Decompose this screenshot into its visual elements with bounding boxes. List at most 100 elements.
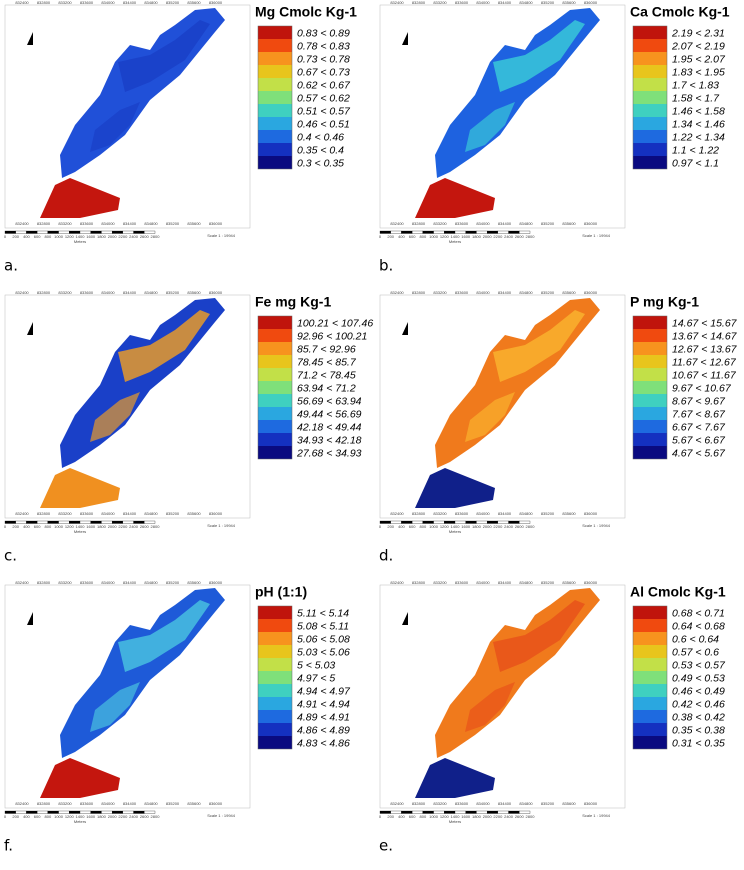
legend-label: 0.78 < 0.83 <box>297 40 350 52</box>
legend-label: 92.96 < 100.21 <box>297 330 367 342</box>
map-frame <box>379 584 626 809</box>
legend-swatch <box>633 342 667 355</box>
coord-label: 834800 <box>144 801 158 806</box>
scale-label: 2200 <box>118 814 128 819</box>
legend-label: 0.73 < 0.78 <box>297 53 350 65</box>
legend-label: 0.6 < 0.64 <box>672 633 719 645</box>
legend-swatch <box>633 143 667 156</box>
coord-label: 832400 <box>390 580 404 585</box>
scale-label: 800 <box>420 524 427 529</box>
legend-swatch <box>633 658 667 671</box>
scale-label: 200 <box>387 524 394 529</box>
legend-box <box>632 25 668 170</box>
scale-segment <box>144 810 156 814</box>
coord-label: 833600 <box>455 801 469 806</box>
field-patch <box>90 392 140 442</box>
scale-label: 1200 <box>65 524 75 529</box>
scale-label: 1800 <box>472 234 482 239</box>
legend-swatch <box>633 26 667 39</box>
coord-label: 834400 <box>123 511 137 516</box>
legend-swatch <box>258 671 292 684</box>
legend-title: Mg Cmolc Kg-1 <box>255 4 357 20</box>
coord-label: 833200 <box>58 801 72 806</box>
coord-label: 835600 <box>562 221 576 226</box>
scale-label: 400 <box>23 814 30 819</box>
legend-label: 5.06 < 5.08 <box>297 633 350 645</box>
legend-label: 5 < 5.03 <box>297 659 335 671</box>
legend-label: 1.34 < 1.46 <box>672 118 725 130</box>
legend-label: 1.1 < 1.22 <box>672 144 719 156</box>
coord-label: 836000 <box>209 290 223 295</box>
scale-label: 0 <box>379 524 382 529</box>
legend-swatch <box>258 91 292 104</box>
scale-label: 2000 <box>483 524 493 529</box>
field-south <box>415 758 495 798</box>
coord-label: 835600 <box>187 511 201 516</box>
scale-label: 2400 <box>504 814 514 819</box>
scale-label: 400 <box>398 814 405 819</box>
map-frame <box>4 584 251 809</box>
scale-label: 1600 <box>86 814 96 819</box>
scale-label: 0 <box>379 234 382 239</box>
coord-label: 834400 <box>498 580 512 585</box>
legend-swatch <box>633 710 667 723</box>
legend-label: 0.4 < 0.46 <box>297 131 344 143</box>
legend-swatch <box>258 65 292 78</box>
field-patch <box>90 682 140 732</box>
coord-label: 836000 <box>209 221 223 226</box>
panel-letter: f. <box>4 837 13 855</box>
legend-swatch <box>633 697 667 710</box>
legend-swatch <box>258 52 292 65</box>
panel-letter: a. <box>4 257 18 275</box>
scale-label: 1000 <box>54 234 64 239</box>
scale-label: 400 <box>23 234 30 239</box>
legend-label: 0.68 < 0.71 <box>672 607 725 619</box>
scale-segment <box>144 230 156 234</box>
legend-label: 2.19 < 2.31 <box>671 27 725 39</box>
legend-swatch <box>258 26 292 39</box>
panel-letter: b. <box>379 257 393 275</box>
coord-label: 835200 <box>166 801 180 806</box>
legend-swatch <box>258 684 292 697</box>
scale-segment <box>519 520 531 524</box>
legend-label: 1.58 < 1.7 <box>672 92 720 104</box>
coord-label: 833600 <box>80 221 94 226</box>
legend-label: 0.38 < 0.42 <box>672 711 725 723</box>
legend-swatch <box>258 407 292 420</box>
map-frame <box>4 294 251 519</box>
coord-label: 834000 <box>101 801 115 806</box>
legend-label: 78.45 < 85.7 <box>297 356 357 368</box>
coord-label: 834800 <box>519 580 533 585</box>
field-patch <box>465 392 515 442</box>
scale-label: 1400 <box>76 234 86 239</box>
scale-label: 2800 <box>151 524 161 529</box>
map-frame <box>4 4 251 229</box>
legend-label: 8.67 < 9.67 <box>672 395 726 407</box>
scale-label: 200 <box>387 814 394 819</box>
coord-label: 832800 <box>412 580 426 585</box>
coord-label: 832800 <box>37 0 51 5</box>
coord-label: 834800 <box>519 801 533 806</box>
scale-label: 600 <box>34 524 41 529</box>
legend-swatch <box>633 368 667 381</box>
legend-label: 12.67 < 13.67 <box>672 343 738 355</box>
coord-label: 832800 <box>412 801 426 806</box>
scale-label: 2200 <box>118 234 128 239</box>
scale-label: 800 <box>420 814 427 819</box>
north-arrow <box>402 322 408 335</box>
legend-label: 0.62 < 0.67 <box>297 79 351 91</box>
legend-label: 0.46 < 0.51 <box>297 118 350 130</box>
legend-box <box>257 605 293 750</box>
legend-swatch <box>258 394 292 407</box>
legend-label: 0.35 < 0.38 <box>672 724 725 736</box>
scale-label: 1000 <box>54 524 64 529</box>
coord-label: 835200 <box>541 221 555 226</box>
field-south <box>415 178 495 218</box>
scale-ratio: Scale 1 : 19944 <box>582 233 611 238</box>
legend-swatch <box>633 156 667 169</box>
coord-label: 836000 <box>209 580 223 585</box>
legend-swatch <box>633 91 667 104</box>
coord-label: 835600 <box>562 290 576 295</box>
coord-label: 835200 <box>166 580 180 585</box>
map-panel: 832400 832400 832800 832800 833200 833200 8336… <box>379 0 730 274</box>
